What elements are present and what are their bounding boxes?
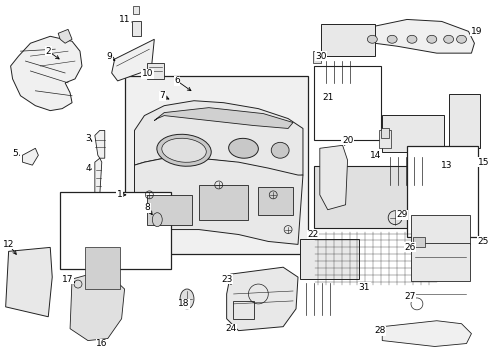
Polygon shape xyxy=(58,30,72,43)
Text: 22: 22 xyxy=(306,230,318,239)
Text: 5: 5 xyxy=(13,149,19,158)
Text: 7: 7 xyxy=(159,91,165,100)
Polygon shape xyxy=(111,39,154,81)
Polygon shape xyxy=(226,267,297,330)
Text: 15: 15 xyxy=(477,158,488,167)
Bar xyxy=(320,24,375,56)
Bar xyxy=(379,130,390,148)
Text: 13: 13 xyxy=(440,161,451,170)
Text: 16: 16 xyxy=(96,339,107,348)
Bar xyxy=(312,51,320,63)
Text: 18: 18 xyxy=(178,300,189,309)
Text: 23: 23 xyxy=(221,275,232,284)
Text: 8: 8 xyxy=(144,203,150,212)
Text: 17: 17 xyxy=(62,275,74,284)
Text: 26: 26 xyxy=(404,243,415,252)
Ellipse shape xyxy=(180,289,194,309)
Ellipse shape xyxy=(157,134,211,166)
Polygon shape xyxy=(154,108,292,129)
Ellipse shape xyxy=(456,35,466,43)
Text: 4: 4 xyxy=(85,163,91,172)
Text: 10: 10 xyxy=(142,69,153,78)
Polygon shape xyxy=(134,158,303,244)
Bar xyxy=(410,243,469,281)
Text: 1: 1 xyxy=(117,190,122,199)
Bar xyxy=(406,146,477,238)
Polygon shape xyxy=(319,145,347,210)
Bar xyxy=(199,185,248,220)
Bar xyxy=(325,78,347,96)
Ellipse shape xyxy=(162,138,206,162)
Bar xyxy=(60,192,171,269)
Ellipse shape xyxy=(406,35,416,43)
Polygon shape xyxy=(359,19,473,53)
Bar xyxy=(85,247,120,289)
Text: 24: 24 xyxy=(224,324,236,333)
Text: 27: 27 xyxy=(404,292,415,301)
Polygon shape xyxy=(95,158,102,195)
Text: 11: 11 xyxy=(119,15,130,24)
Text: 3: 3 xyxy=(85,134,91,143)
Polygon shape xyxy=(22,148,38,165)
Polygon shape xyxy=(134,101,303,178)
Bar xyxy=(410,215,469,244)
Text: 12: 12 xyxy=(3,240,14,249)
Bar xyxy=(313,66,381,140)
Bar xyxy=(382,114,443,152)
Bar xyxy=(447,94,479,148)
Text: 14: 14 xyxy=(369,151,380,160)
Bar xyxy=(124,76,307,254)
Polygon shape xyxy=(11,36,82,111)
Bar xyxy=(258,187,292,215)
Ellipse shape xyxy=(366,35,377,43)
Text: 20: 20 xyxy=(341,136,352,145)
Text: 29: 29 xyxy=(396,210,407,219)
Ellipse shape xyxy=(426,35,436,43)
Bar xyxy=(313,166,437,228)
Text: 21: 21 xyxy=(322,93,333,102)
Bar xyxy=(299,239,359,279)
Text: 9: 9 xyxy=(106,51,112,60)
Text: 2: 2 xyxy=(45,47,51,56)
Bar xyxy=(133,5,139,14)
Ellipse shape xyxy=(152,213,162,226)
Bar xyxy=(381,129,388,138)
Polygon shape xyxy=(70,274,124,341)
Ellipse shape xyxy=(443,35,453,43)
Polygon shape xyxy=(382,321,470,346)
Text: 30: 30 xyxy=(314,51,326,60)
Bar xyxy=(147,195,192,225)
Polygon shape xyxy=(131,22,141,36)
Polygon shape xyxy=(95,130,104,158)
Bar xyxy=(232,301,254,319)
Ellipse shape xyxy=(228,138,258,158)
Text: 19: 19 xyxy=(469,27,481,36)
Text: 28: 28 xyxy=(374,326,385,335)
Ellipse shape xyxy=(271,142,288,158)
Ellipse shape xyxy=(386,35,396,43)
Polygon shape xyxy=(147,63,164,79)
Text: 25: 25 xyxy=(477,237,488,246)
Bar xyxy=(412,238,424,247)
Text: 31: 31 xyxy=(358,283,369,292)
Polygon shape xyxy=(6,247,52,317)
Text: 6: 6 xyxy=(174,76,180,85)
